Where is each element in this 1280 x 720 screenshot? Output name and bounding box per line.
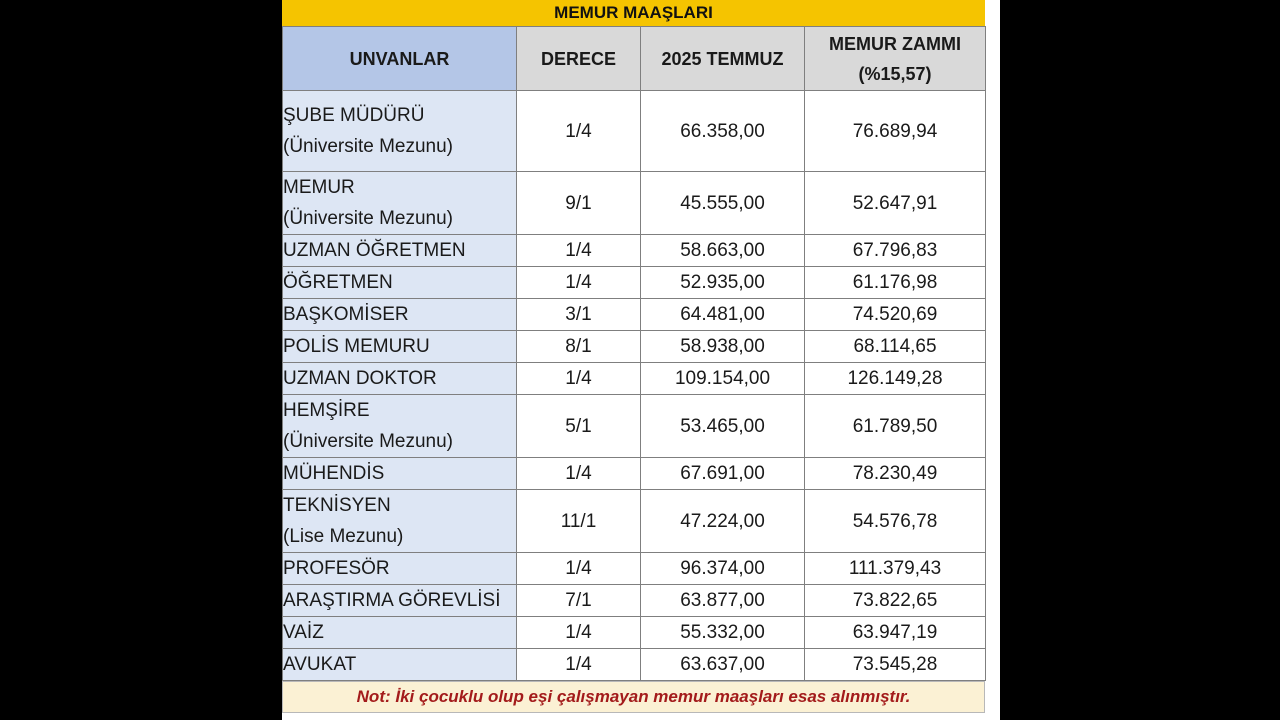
derece-cell: 7/1 [516,584,641,617]
derece-cell: 1/4 [516,266,641,299]
zam-cell: 111.379,43 [804,552,986,585]
zam-cell: 73.545,28 [804,648,986,681]
title-cell: ARAŞTIRMA GÖREVLİSİ [282,584,517,617]
derece-cell: 1/4 [516,234,641,267]
salary-table: UNVANLAR DERECE 2025 TEMMUZ MEMUR ZAMMI … [282,26,986,681]
temmuz-cell: 58.663,00 [640,234,805,267]
zam-cell: 68.114,65 [804,330,986,363]
title-line1: TEKNİSYEN [283,495,391,516]
table-body: ŞUBE MÜDÜRÜ (Üniversite Mezunu) 1/4 66.35… [282,90,986,681]
zam-cell: 76.689,94 [804,90,986,172]
table-row: TEKNİSYEN (Lise Mezunu) 11/1 47.224,00 54… [282,489,986,553]
title-line1: MEMUR [283,177,355,198]
title-cell: TEKNİSYEN (Lise Mezunu) [282,489,517,553]
table-row: MÜHENDİS 1/4 67.691,00 78.230,49 [282,457,986,490]
title-cell: MEMUR (Üniversite Mezunu) [282,171,517,235]
title-cell: AVUKAT [282,648,517,681]
header-2025-temmuz: 2025 TEMMUZ [640,26,805,91]
temmuz-cell: 109.154,00 [640,362,805,395]
title-cell: UZMAN DOKTOR [282,362,517,395]
header-memur-zammi-line2: (%15,57) [858,63,932,84]
temmuz-cell: 64.481,00 [640,298,805,331]
derece-cell: 1/4 [516,457,641,490]
temmuz-cell: 45.555,00 [640,171,805,235]
temmuz-cell: 55.332,00 [640,616,805,649]
header-memur-zammi: MEMUR ZAMMI (%15,57) [804,26,986,91]
table-row: ŞUBE MÜDÜRÜ (Üniversite Mezunu) 1/4 66.35… [282,90,986,172]
table-row: UZMAN DOKTOR 1/4 109.154,00 126.149,28 [282,362,986,395]
title-cell: POLİS MEMURU [282,330,517,363]
header-derece: DERECE [516,26,641,91]
zam-cell: 54.576,78 [804,489,986,553]
temmuz-cell: 63.637,00 [640,648,805,681]
zam-cell: 73.822,65 [804,584,986,617]
title-line2: (Üniversite Mezunu) [283,136,453,157]
temmuz-cell: 96.374,00 [640,552,805,585]
title-cell: PROFESÖR [282,552,517,585]
temmuz-cell: 52.935,00 [640,266,805,299]
title-cell: MÜHENDİS [282,457,517,490]
derece-cell: 1/4 [516,648,641,681]
title-cell: VAİZ [282,616,517,649]
header-memur-zammi-line1: MEMUR ZAMMI [829,33,961,54]
header-unvanlar: UNVANLAR [282,26,517,91]
table-row: BAŞKOMİSER 3/1 64.481,00 74.520,69 [282,298,986,331]
title-cell: UZMAN ÖĞRETMEN [282,234,517,267]
derece-cell: 5/1 [516,394,641,458]
title-line2: (Üniversite Mezunu) [283,431,453,452]
temmuz-cell: 58.938,00 [640,330,805,363]
table-row: AVUKAT 1/4 63.637,00 73.545,28 [282,648,986,681]
title-cell: ŞUBE MÜDÜRÜ (Üniversite Mezunu) [282,90,517,172]
derece-cell: 11/1 [516,489,641,553]
title-cell: HEMŞİRE (Üniversite Mezunu) [282,394,517,458]
temmuz-cell: 47.224,00 [640,489,805,553]
temmuz-cell: 63.877,00 [640,584,805,617]
table-row: ÖĞRETMEN 1/4 52.935,00 61.176,98 [282,266,986,299]
zam-cell: 52.647,91 [804,171,986,235]
table-row: POLİS MEMURU 8/1 58.938,00 68.114,65 [282,330,986,363]
table-row: VAİZ 1/4 55.332,00 63.947,19 [282,616,986,649]
zam-cell: 67.796,83 [804,234,986,267]
derece-cell: 8/1 [516,330,641,363]
zam-cell: 63.947,19 [804,616,986,649]
salary-sheet: MEMUR MAAŞLARI UNVANLAR DERECE 2025 TEMM… [282,0,1000,720]
derece-cell: 1/4 [516,362,641,395]
title-cell: BAŞKOMİSER [282,298,517,331]
header-row: UNVANLAR DERECE 2025 TEMMUZ MEMUR ZAMMI … [282,26,986,91]
title-cell: ÖĞRETMEN [282,266,517,299]
title-line2: (Lise Mezunu) [283,526,404,547]
table-row: ARAŞTIRMA GÖREVLİSİ 7/1 63.877,00 73.822… [282,584,986,617]
title-line1: HEMŞİRE [283,400,370,421]
derece-cell: 1/4 [516,90,641,172]
zam-cell: 126.149,28 [804,362,986,395]
zam-cell: 61.789,50 [804,394,986,458]
title-line1: ŞUBE MÜDÜRÜ [283,105,425,126]
zam-cell: 74.520,69 [804,298,986,331]
temmuz-cell: 66.358,00 [640,90,805,172]
temmuz-cell: 53.465,00 [640,394,805,458]
table-row: MEMUR (Üniversite Mezunu) 9/1 45.555,00 5… [282,171,986,235]
table-row: HEMŞİRE (Üniversite Mezunu) 5/1 53.465,00… [282,394,986,458]
title-line2: (Üniversite Mezunu) [283,208,453,229]
derece-cell: 1/4 [516,552,641,585]
table-row: PROFESÖR 1/4 96.374,00 111.379,43 [282,552,986,585]
derece-cell: 9/1 [516,171,641,235]
footnote: Not: İki çocuklu olup eşi çalışmayan mem… [282,681,985,713]
derece-cell: 1/4 [516,616,641,649]
temmuz-cell: 67.691,00 [640,457,805,490]
derece-cell: 3/1 [516,298,641,331]
zam-cell: 78.230,49 [804,457,986,490]
zam-cell: 61.176,98 [804,266,986,299]
table-row: UZMAN ÖĞRETMEN 1/4 58.663,00 67.796,83 [282,234,986,267]
table-title: MEMUR MAAŞLARI [282,0,985,27]
